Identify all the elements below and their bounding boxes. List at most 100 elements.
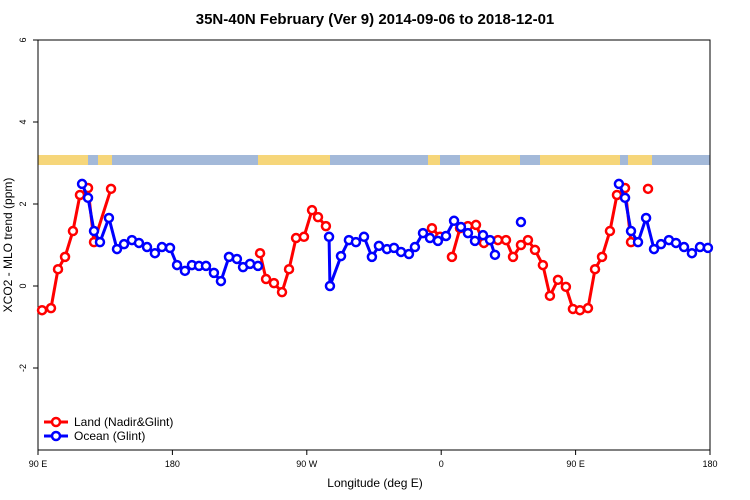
legend-label: Ocean (Glint) [74,429,145,443]
point [373,240,385,252]
point [215,275,227,287]
point [632,236,644,248]
point [596,251,608,263]
point [350,236,362,248]
point [312,211,324,223]
point [103,212,115,224]
legend-marker [50,416,62,428]
point [589,263,601,275]
point [582,302,594,314]
point [298,231,310,243]
y-tick-label: -2 [18,364,28,372]
point [446,251,458,263]
chart-title: 35N-40N February (Ver 9) 2014-09-06 to 2… [196,11,555,28]
y-tick-label: 4 [18,119,28,124]
point [171,259,183,271]
point [426,222,438,234]
point [52,263,64,275]
point [45,302,57,314]
point [323,231,335,243]
point [67,225,79,237]
point [477,229,489,241]
point [324,280,336,292]
point [276,286,288,298]
x-tick-label: 90 W [296,459,318,469]
point [36,304,48,316]
point [522,234,534,246]
point [670,237,682,249]
point [200,260,212,272]
point [515,239,527,251]
point [455,221,467,233]
point [560,281,572,293]
point [489,249,501,261]
point [164,242,176,254]
point [118,238,130,250]
point [252,260,264,272]
point [260,273,272,285]
y-tick-label: 6 [18,37,28,42]
point [320,220,332,232]
y-axis-label: XCO2 - MLO trend (ppm) [1,178,15,313]
x-tick-label: 90 E [29,459,48,469]
point [335,250,347,262]
point [417,227,429,239]
point [76,178,88,190]
point [611,189,623,201]
point [625,225,637,237]
point [94,236,106,248]
point [358,231,370,243]
point [640,212,652,224]
point [529,244,541,256]
point [133,237,145,249]
point [156,241,168,253]
point [105,183,117,195]
x-tick-label: 90 E [566,459,585,469]
x-tick-label: 180 [165,459,180,469]
point [613,178,625,190]
point [686,247,698,259]
legend-marker [50,430,62,442]
point [82,192,94,204]
map-strip [38,155,710,165]
point [515,216,527,228]
point [470,219,482,231]
point [231,253,243,265]
point [141,241,153,253]
point [432,235,444,247]
point [366,251,378,263]
point [268,277,280,289]
x-tick-label: 0 [439,459,444,469]
point [59,251,71,263]
point [409,241,421,253]
legend-label: Land (Nadir&Glint) [74,415,173,429]
point [619,192,631,204]
point [208,267,220,279]
point [111,243,123,255]
y-tick-label: 0 [18,283,28,288]
point [440,230,452,242]
point [290,232,302,244]
point [403,248,415,260]
point [574,304,586,316]
point [655,238,667,250]
y-tick-label: 2 [18,201,28,206]
point [283,263,295,275]
point [149,247,161,259]
point [702,242,714,254]
point [469,235,481,247]
point [642,183,654,195]
point [484,234,496,246]
point [306,204,318,216]
point [544,290,556,302]
point [179,265,191,277]
point [648,243,660,255]
point [254,247,266,259]
x-tick-label: 180 [702,459,717,469]
point [507,251,519,263]
point [537,259,549,271]
point [448,215,460,227]
point [462,227,474,239]
